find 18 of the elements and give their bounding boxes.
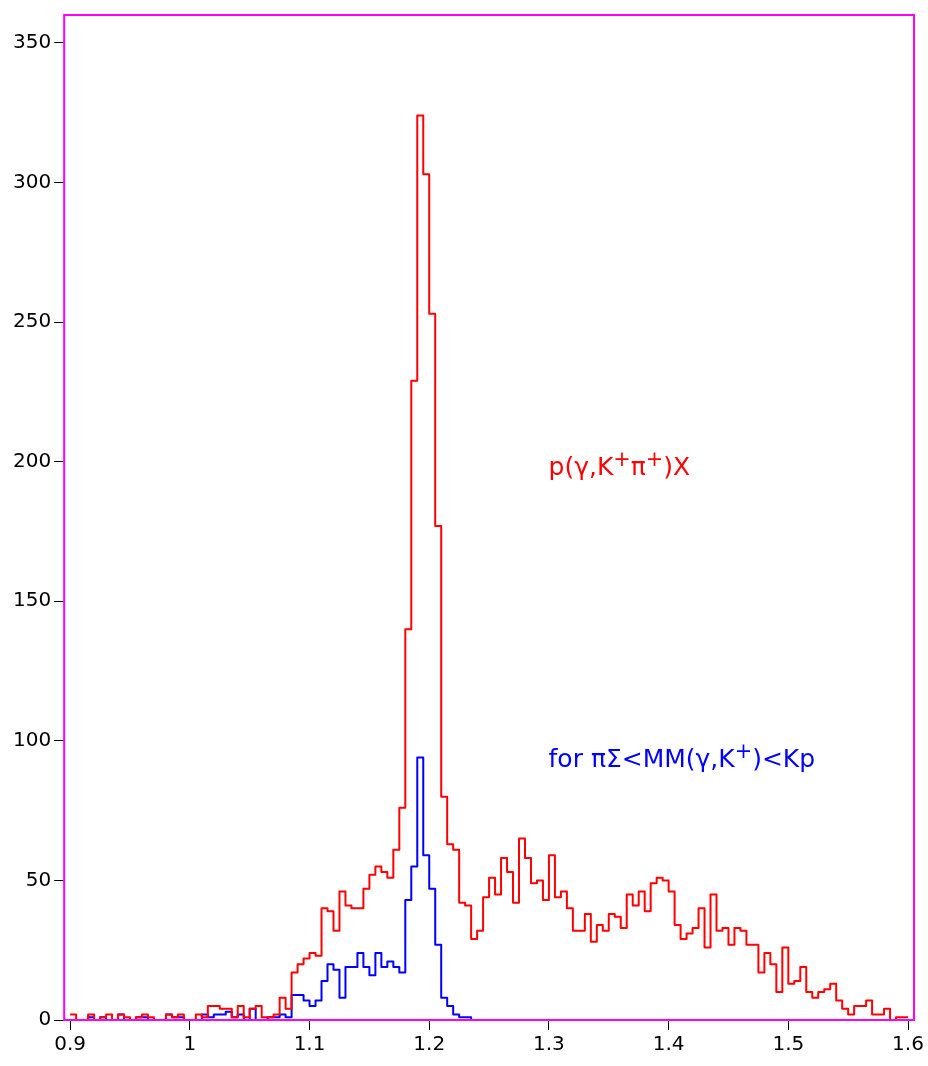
y-tick-label: 50 (25, 866, 52, 891)
x-tick-label: 1.1 (293, 1031, 326, 1056)
x-tick-label: 1 (183, 1031, 197, 1056)
x-tick-label: 1.5 (772, 1031, 805, 1056)
x-tick-label: 1.3 (533, 1031, 565, 1056)
y-tick-label: 300 (12, 168, 52, 193)
y-tick-label: 150 (12, 587, 52, 612)
y-tick-label: 250 (12, 308, 52, 333)
x-tick-label: 1.6 (892, 1031, 924, 1056)
y-tick-label: 100 (12, 727, 52, 752)
x-tick-label: 1.4 (652, 1031, 685, 1056)
y-tick-label: 200 (12, 447, 52, 472)
x-tick-label: 1.2 (413, 1031, 446, 1056)
y-tick-label: 0 (38, 1006, 52, 1031)
text: p(γ,K$^{+}$π$^{+}$)X (548, 447, 691, 482)
x-tick-label: 0.9 (54, 1031, 87, 1056)
y-tick-label: 350 (12, 29, 52, 54)
text: for πΣ<MM(γ,K$^{+}$)<Kp (548, 738, 816, 773)
